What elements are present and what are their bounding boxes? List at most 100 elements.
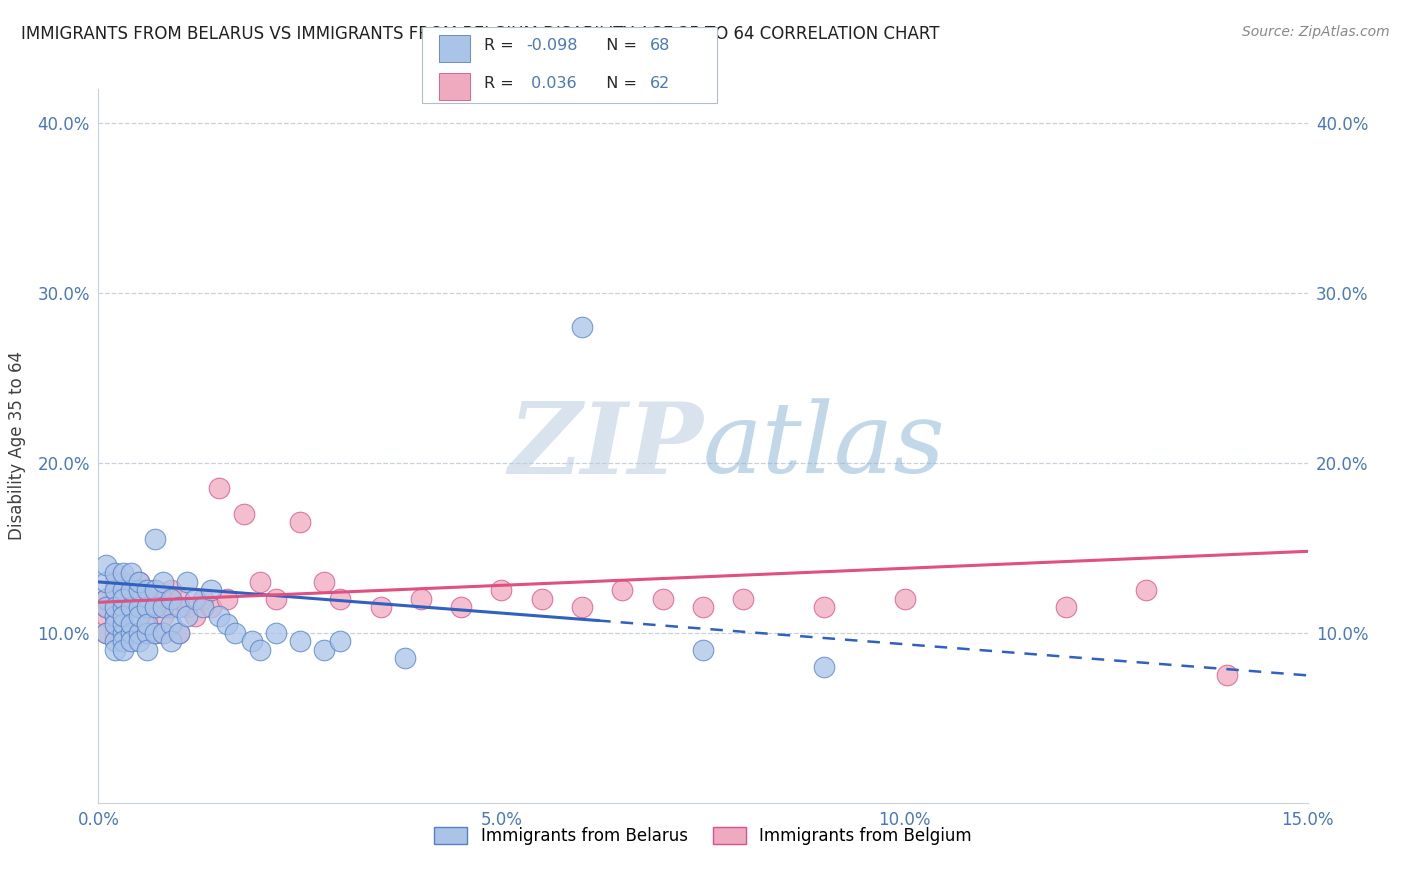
Point [128,583,150,598]
Text: atlas: atlas [703,399,946,493]
Point [103,617,125,632]
Point [651,591,673,606]
Point [249,643,271,657]
Legend: Immigrants from Belarus, Immigrants from Belgium: Immigrants from Belarus, Immigrants from… [427,820,979,852]
Point [120,591,142,606]
Point [176,600,198,615]
Point [128,608,150,623]
Point [111,566,134,581]
Point [314,643,336,657]
Point [184,608,207,623]
Point [143,533,166,547]
Point [128,626,150,640]
Point [143,626,166,640]
Point [1135,583,1157,598]
Point [813,600,835,615]
Point [103,600,125,615]
Point [240,634,263,648]
Point [370,600,392,615]
Text: -0.098: -0.098 [526,38,578,54]
Point [128,574,150,589]
Point [394,651,416,665]
Point [120,626,142,640]
Point [200,600,222,615]
Point [111,626,134,640]
Point [160,617,183,632]
Point [120,600,142,615]
Point [120,583,142,598]
Point [571,320,593,334]
Point [96,626,118,640]
Point [329,634,352,648]
Point [612,583,634,598]
Point [135,608,157,623]
Point [111,591,134,606]
Point [103,608,125,623]
Point [160,583,183,598]
Text: 68: 68 [650,38,669,54]
Point [120,566,142,581]
Point [264,591,287,606]
Point [96,600,118,615]
Point [128,626,150,640]
Text: 0.036: 0.036 [526,76,576,91]
Point [128,600,150,615]
Point [103,583,125,598]
Point [96,591,118,606]
Point [143,583,166,598]
Point [160,600,183,615]
Point [135,626,157,640]
Text: IMMIGRANTS FROM BELARUS VS IMMIGRANTS FROM BELGIUM DISABILITY AGE 35 TO 64 CORRE: IMMIGRANTS FROM BELARUS VS IMMIGRANTS FR… [21,25,939,43]
Point [184,591,207,606]
Point [200,583,222,598]
Point [96,626,118,640]
Point [103,600,125,615]
Point [152,591,174,606]
Point [208,608,231,623]
Point [143,583,166,598]
Point [530,591,553,606]
Point [135,600,157,615]
Point [152,574,174,589]
Point [111,600,134,615]
Point [111,583,134,598]
Point [103,566,125,581]
Point [128,634,150,648]
Point [96,608,118,623]
Point [152,626,174,640]
Point [491,583,513,598]
Point [167,626,190,640]
Point [111,600,134,615]
Point [103,574,125,589]
Point [111,591,134,606]
Point [135,643,157,657]
Point [103,626,125,640]
Point [176,608,198,623]
Point [167,591,190,606]
Point [217,617,239,632]
Text: Source: ZipAtlas.com: Source: ZipAtlas.com [1241,25,1389,39]
Point [450,600,472,615]
Point [120,583,142,598]
Point [1216,668,1239,682]
Point [733,591,755,606]
Point [692,643,714,657]
Point [143,626,166,640]
Point [96,558,118,572]
Point [120,617,142,632]
Point [103,643,125,657]
Point [167,626,190,640]
Text: R =: R = [484,76,519,91]
Point [103,608,125,623]
Point [152,626,174,640]
Point [152,600,174,615]
Point [193,591,215,606]
Point [111,608,134,623]
Text: ZIP: ZIP [508,398,703,494]
Point [103,591,125,606]
Text: N =: N = [596,76,643,91]
Text: 62: 62 [650,76,669,91]
Point [232,507,254,521]
Point [571,600,593,615]
Point [111,626,134,640]
